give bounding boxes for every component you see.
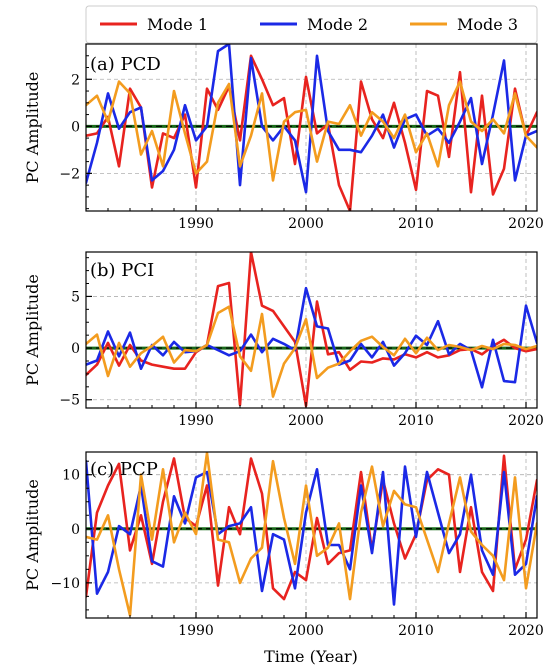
panel-pci: 1990 2000 2010 2020 −5 0 5 (b) PCI PC Amplitud… [23, 251, 544, 429]
x-tick-label: 2010 [398, 623, 434, 639]
y-tick-label: 10 [62, 468, 80, 484]
x-tick-label: 1990 [178, 216, 214, 232]
series-line-mode-3 [86, 452, 537, 617]
x-tick-label: 1990 [178, 623, 214, 639]
x-tick-label: 2010 [398, 216, 434, 232]
y-tick-label: 5 [71, 289, 80, 305]
panel-frame [85, 451, 538, 619]
panel-title-pcd: (a) PCD [90, 54, 161, 75]
legend-entry-mode-3: Mode 3 [410, 15, 518, 34]
panel-title-pcp: (c) PCP [90, 459, 158, 480]
series-line-mode-3 [86, 80, 537, 182]
y-tick-label: 0 [71, 119, 80, 135]
x-tick-label: 2000 [288, 216, 324, 232]
series-line-mode-1 [86, 454, 537, 601]
y-tick-label: −5 [59, 393, 80, 409]
x-tick-label: 2000 [288, 623, 324, 639]
panel-title-pci: (b) PCI [90, 260, 154, 281]
legend-label-mode-2: Mode 2 [307, 15, 368, 34]
panel-frame [85, 43, 538, 212]
legend-frame [85, 5, 538, 44]
y-tick-label: −2 [59, 166, 80, 182]
series-line-mode-2 [86, 44, 537, 194]
x-tick-label: 1990 [178, 413, 214, 429]
x-tick-label: 2020 [508, 413, 544, 429]
panel-pcd: 1990 2000 2010 2020 −2 0 2 (a) PCD PC Amplitud… [23, 43, 544, 232]
y-axis-label-pcd: PC Amplitude [23, 72, 42, 184]
panel-pcp: 1990 2000 2010 2020 −10 0 10 (c) PCP PC Amplit… [23, 451, 544, 639]
y-tick-label: 0 [71, 522, 80, 538]
x-tick-label: 2020 [508, 623, 544, 639]
legend-label-mode-1: Mode 1 [147, 15, 208, 34]
y-axis-label-pcp: PC Amplitude [23, 479, 42, 591]
y-tick-label: 0 [71, 341, 80, 357]
legend-entry-mode-1: Mode 1 [100, 15, 208, 34]
series-line-mode-3 [86, 305, 537, 398]
x-tick-label: 2020 [508, 216, 544, 232]
legend-entry-mode-2: Mode 2 [260, 15, 368, 34]
legend: Mode 1 Mode 2 Mode 3 [85, 5, 538, 44]
x-tick-label: 2000 [288, 413, 324, 429]
legend-label-mode-3: Mode 3 [457, 15, 518, 34]
y-axis-label-pci: PC Amplitude [23, 274, 42, 386]
x-axis-label: Time (Year) [264, 647, 358, 666]
y-tick-label: −10 [50, 576, 80, 592]
x-tick-label: 2010 [398, 413, 434, 429]
series-line-mode-2 [86, 286, 537, 389]
y-tick-label: 2 [71, 72, 80, 88]
series-line-mode-2 [86, 459, 537, 606]
panel-frame [85, 251, 538, 409]
